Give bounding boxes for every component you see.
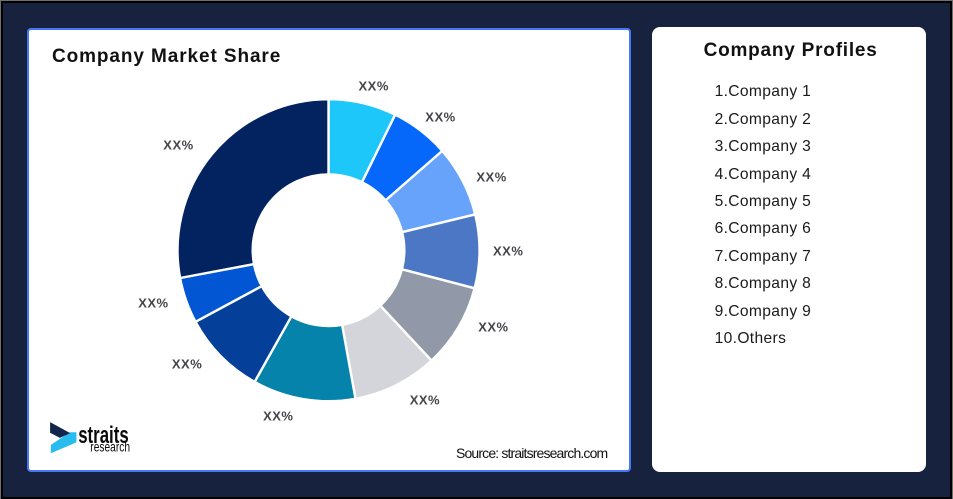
svg-text:research: research bbox=[90, 440, 130, 455]
svg-text:straits: straits bbox=[78, 422, 129, 449]
